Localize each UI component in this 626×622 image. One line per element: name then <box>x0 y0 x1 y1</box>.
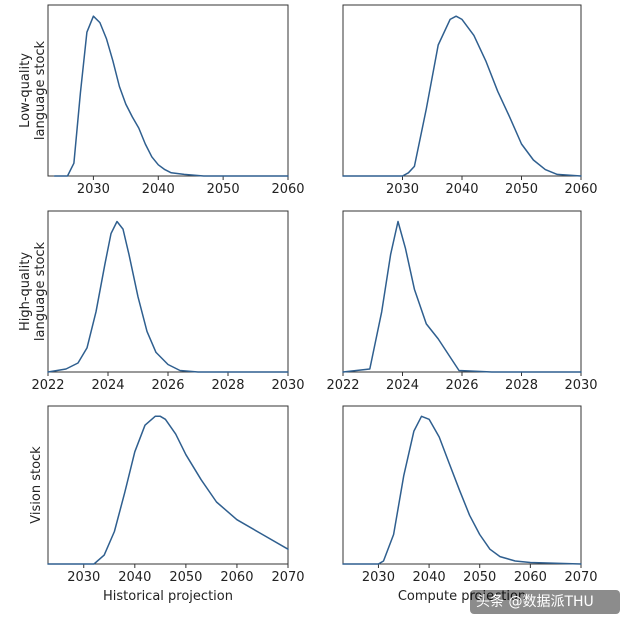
series-line <box>342 415 582 565</box>
x-tick-label: 2040 <box>413 570 446 585</box>
x-tick-label: 2040 <box>142 182 175 197</box>
x-tick-label: 2060 <box>564 182 597 197</box>
x-tick-label: 2026 <box>151 378 184 393</box>
x-tick-label: 2070 <box>564 570 597 585</box>
series-line <box>342 15 582 177</box>
x-tick-label: 2060 <box>220 570 253 585</box>
series-line <box>53 15 289 177</box>
plot-frame <box>342 405 582 565</box>
x-tick-label: 2060 <box>514 570 547 585</box>
chart-panel-row3-col2: 2030 2040 2050 2060 2070 Compute projection <box>342 405 598 604</box>
x-tick-label: 2026 <box>445 378 478 393</box>
x-tick-label: 2050 <box>169 570 202 585</box>
plot-frame <box>342 4 582 177</box>
plot-frame <box>47 4 289 177</box>
chart-panel-row2-col2: 2022 2024 2026 2028 2030 <box>326 210 598 393</box>
x-tick-label: 2030 <box>386 182 419 197</box>
plot-frame <box>342 210 582 373</box>
y-axis-title: Low-qualitylanguage stock <box>18 40 48 140</box>
series-line <box>47 415 289 565</box>
series-line <box>47 220 289 373</box>
x-tick-label: 2050 <box>505 182 538 197</box>
chart-panel-row2-col1: 2022 2024 2026 2028 2030 High-qualitylanguage… <box>18 210 305 393</box>
x-tick-label: 2030 <box>77 182 110 197</box>
chart-panel-row1-col1: 2030 2040 2050 2060 Low-qualitylanguage stoc… <box>18 4 305 197</box>
watermark: 头条 @数据派THU <box>470 590 620 614</box>
chart-panel-row1-col2: 2030 2040 2050 2060 <box>342 4 598 197</box>
x-tick-label: 2040 <box>118 570 151 585</box>
x-tick-label: 2028 <box>211 378 244 393</box>
panels: 2030 2040 2050 2060 Low-qualitylanguage stoc… <box>18 4 598 604</box>
series-line <box>342 220 582 373</box>
x-tick-label: 2030 <box>362 570 395 585</box>
x-tick-label: 2040 <box>445 182 478 197</box>
x-tick-label: 2030 <box>67 570 100 585</box>
x-tick-label: 2070 <box>271 570 304 585</box>
x-tick-label: 2050 <box>463 570 496 585</box>
x-tick-label: 2050 <box>207 182 240 197</box>
plot-frame <box>47 210 289 373</box>
x-tick-label: 2022 <box>326 378 359 393</box>
x-tick-label: 2024 <box>386 378 419 393</box>
watermark-text: 头条 @数据派THU <box>476 593 594 610</box>
x-tick-label: 2030 <box>271 378 304 393</box>
x-tick-label: 2024 <box>91 378 124 393</box>
plot-frame <box>47 405 289 565</box>
x-axis-title: Compute projection <box>398 589 526 604</box>
x-tick-label: 2022 <box>31 378 64 393</box>
y-axis-title: Vision stock <box>29 446 44 524</box>
x-axis-title: Historical projection <box>103 589 233 604</box>
x-tick-label: 2028 <box>505 378 538 393</box>
watermark-background <box>470 590 620 614</box>
y-axis-title: High-qualitylanguage stock <box>18 241 48 341</box>
x-tick-label: 2030 <box>564 378 597 393</box>
chart-panel-row3-col1: 2030 2040 2050 2060 2070 Vision stock Historic… <box>29 405 305 604</box>
x-tick-label: 2060 <box>271 182 304 197</box>
